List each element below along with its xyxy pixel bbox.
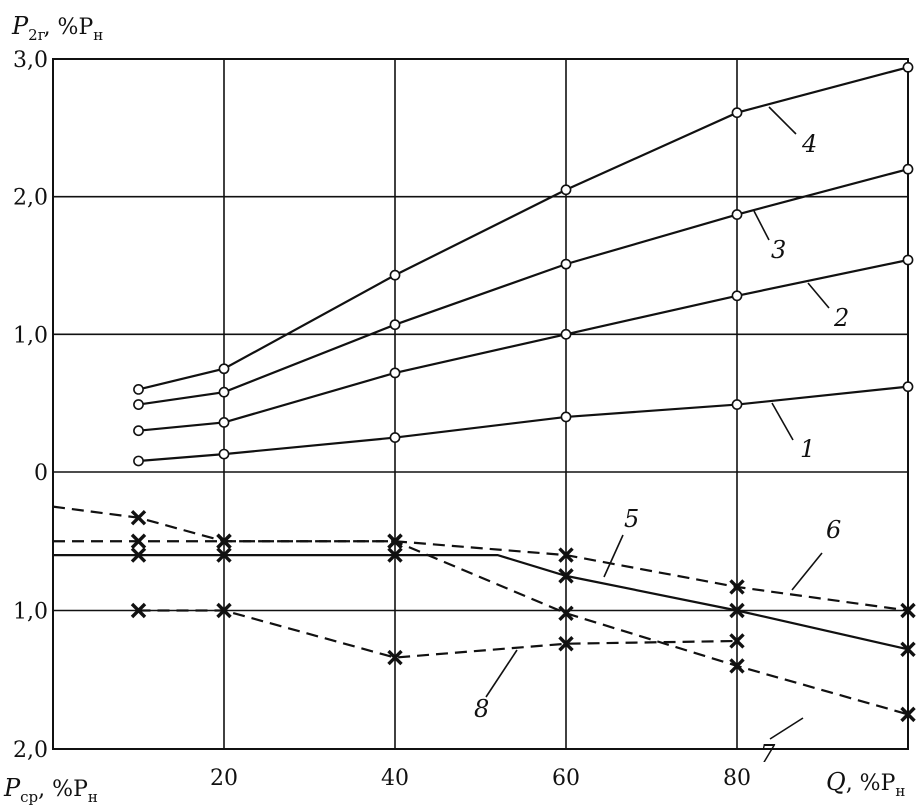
series-layer — [52, 66, 909, 716]
y-lower-tick-label: 1,0 — [13, 600, 48, 625]
y-upper-tick-label: 2,0 — [13, 186, 48, 211]
series-line-6 — [53, 540, 909, 612]
y-axis-upper-title: P2г, %Pн — [11, 12, 103, 44]
x-tick-label: 60 — [552, 766, 580, 791]
point-marker-1 — [560, 411, 572, 423]
plot-frame — [52, 58, 909, 750]
tick-labels: 20 40 60 80 3,0 2,0 1,0 0 1,0 2,0 — [13, 48, 751, 791]
cross-marker-5 — [729, 602, 745, 619]
leader-line-3 — [753, 210, 770, 241]
cross-marker-6 — [729, 579, 745, 595]
marker-layer — [130, 61, 916, 723]
point-marker-1 — [389, 432, 401, 443]
point-marker-1 — [133, 455, 144, 467]
point-marker-2 — [389, 367, 401, 379]
point-marker-1 — [902, 381, 914, 393]
cross-marker-8 — [130, 602, 147, 619]
leader-line-8 — [485, 649, 518, 698]
point-marker-3 — [218, 386, 230, 398]
point-marker-3 — [133, 399, 144, 410]
series-label-8: 8 — [474, 695, 489, 723]
series-line-8 — [138, 609, 738, 659]
point-marker-1 — [731, 399, 743, 410]
series-label-4: 4 — [801, 130, 817, 158]
leader-line-1 — [771, 402, 794, 441]
y-upper-tick-label: 0 — [34, 461, 48, 486]
cross-marker-7 — [216, 533, 232, 549]
curve-labels: 1 2 3 4 5 6 7 8 — [474, 106, 849, 768]
x-tick-label: 40 — [381, 766, 409, 791]
point-marker-3 — [902, 163, 914, 175]
leader-line-4 — [768, 106, 797, 135]
point-marker-3 — [560, 258, 572, 270]
cross-marker-7 — [900, 706, 916, 723]
cross-marker-7 — [387, 533, 403, 549]
x-tick-label: 20 — [210, 766, 238, 791]
point-marker-2 — [902, 254, 914, 266]
x-tick-label: 80 — [723, 766, 751, 791]
y-upper-tick-label: 3,0 — [13, 48, 48, 73]
series-line-2 — [138, 258, 909, 432]
cross-marker-7 — [729, 658, 745, 674]
cross-marker-5 — [130, 547, 147, 563]
series-label-5: 5 — [624, 505, 639, 533]
leader-line-5 — [603, 534, 624, 578]
point-marker-3 — [731, 209, 743, 220]
cross-marker-6 — [130, 533, 147, 549]
cross-marker-5 — [216, 547, 232, 563]
point-marker-1 — [218, 448, 230, 460]
cross-marker-7 — [558, 605, 574, 621]
series-label-7: 7 — [760, 740, 776, 768]
point-marker-3 — [389, 319, 401, 331]
cross-marker-8 — [216, 602, 232, 619]
series-line-3 — [138, 168, 909, 406]
cross-marker-8 — [729, 633, 745, 649]
y-axis-lower-title: Pср, %Pн — [3, 774, 98, 806]
point-marker-4 — [133, 383, 144, 395]
point-marker-2 — [133, 425, 144, 437]
point-marker-4 — [902, 61, 914, 73]
cross-marker-8 — [387, 649, 403, 666]
point-marker-2 — [731, 290, 743, 302]
cross-marker-5 — [900, 641, 916, 657]
cross-marker-6 — [558, 547, 574, 563]
y-lower-tick-label: 2,0 — [13, 738, 48, 763]
cross-marker-7 — [130, 510, 147, 526]
cross-marker-8 — [558, 636, 574, 652]
series-line-4 — [138, 66, 909, 391]
series-line-1 — [138, 385, 909, 463]
point-marker-2 — [218, 417, 230, 428]
series-line-5 — [53, 553, 909, 651]
series-label-3: 3 — [771, 236, 786, 264]
leader-line-2 — [807, 282, 830, 309]
series-label-2: 2 — [833, 304, 849, 332]
cross-marker-5 — [387, 547, 403, 563]
x-axis-title: Q, %Pн — [826, 768, 905, 800]
point-marker-4 — [389, 269, 401, 281]
series-label-1: 1 — [800, 435, 815, 463]
point-marker-4 — [731, 107, 743, 119]
point-marker-4 — [218, 363, 230, 375]
y-upper-tick-label: 1,0 — [13, 323, 48, 348]
cross-marker-6 — [900, 602, 916, 619]
point-marker-2 — [560, 328, 572, 340]
leader-line-7 — [769, 717, 804, 740]
grid — [53, 59, 908, 749]
series-label-6: 6 — [826, 516, 841, 544]
cross-marker-5 — [558, 568, 574, 584]
leader-line-6 — [791, 552, 823, 591]
point-marker-4 — [560, 184, 572, 196]
